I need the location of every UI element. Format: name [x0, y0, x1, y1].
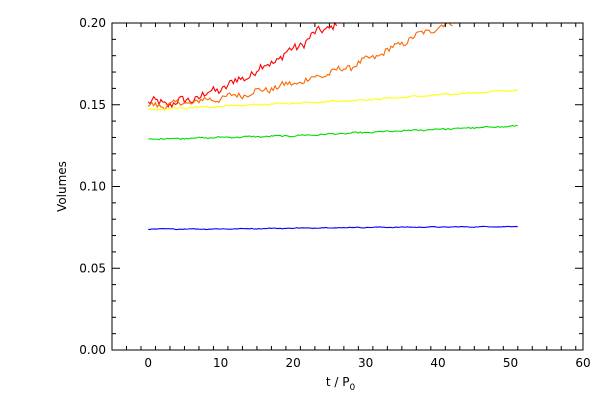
- series-line-5: [148, 225, 518, 231]
- x-tick-label: 10: [213, 356, 228, 370]
- y-tick-label: 0.20: [79, 16, 106, 30]
- y-axis-label: Volumes: [55, 161, 69, 212]
- y-tick-label: 0.05: [79, 261, 106, 275]
- x-tick-label: 40: [430, 356, 445, 370]
- ticks-layer: 0 10 20 30 40 50 60 0.00 0.05 0.10 0.15 0.20: [79, 16, 590, 370]
- x-tick-label: 20: [286, 356, 301, 370]
- series-line-4: [148, 124, 518, 141]
- x-axis-label-subscript: 0: [349, 383, 355, 393]
- x-axis-label-main: t / P: [326, 375, 350, 389]
- y-tick-label: 0.15: [79, 98, 106, 112]
- series-line-1: [147, 21, 338, 109]
- y-tick-label: 0.00: [79, 343, 106, 357]
- x-tick-label: 50: [503, 356, 518, 370]
- series-layer: [147, 21, 519, 231]
- x-tick-label: 30: [358, 356, 373, 370]
- series-line-2: [147, 22, 453, 111]
- x-tick-label: 0: [144, 356, 152, 370]
- y-tick-label: 0.10: [79, 180, 106, 194]
- x-axis-label: t / P0: [326, 375, 356, 393]
- x-tick-label: 60: [575, 356, 590, 370]
- series-line-3: [148, 88, 519, 111]
- plot-frame: [111, 22, 584, 351]
